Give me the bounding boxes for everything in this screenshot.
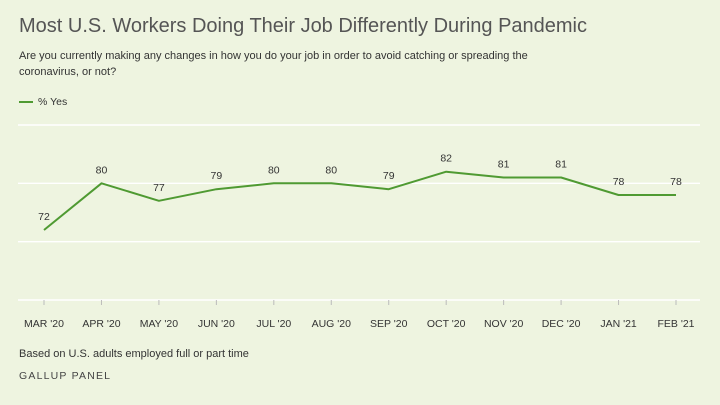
x-tick-label: NOV '20 [484,318,524,330]
chart-title: Most U.S. Workers Doing Their Job Differ… [19,15,587,37]
x-tick-label: AUG '20 [312,318,352,330]
data-label: 79 [383,170,395,182]
legend-swatch-yes [19,101,33,103]
data-label: 80 [325,164,337,176]
data-label: 78 [670,176,682,188]
chart-subtitle: Are you currently making any changes in … [19,50,528,78]
x-tick-label: JAN '21 [600,318,637,330]
data-label: 77 [153,182,165,194]
series-line-yes [43,170,676,231]
legend-label-yes: % Yes [38,96,68,108]
x-axis-ticks: MAR '20 APR '20 MAY '20 JUN '20 JUL '20 AUG '… [24,300,695,330]
data-label: 78 [613,176,625,188]
data-label: 82 [440,153,452,165]
legend: % Yes [19,96,67,108]
source-label: GALLUP PANEL [19,370,112,382]
data-label: 79 [211,170,223,182]
data-labels: 72 80 77 79 80 80 79 82 81 81 78 78 [38,153,682,223]
x-tick-label: MAY '20 [140,318,179,330]
x-tick-label: DEC '20 [542,318,581,330]
data-label: 81 [555,159,567,171]
x-tick-label: OCT '20 [427,318,466,330]
data-label: 72 [38,211,50,223]
x-tick-label: JUL '20 [256,318,291,330]
series-yes [43,170,676,231]
data-label: 80 [96,164,108,176]
data-label: 81 [498,159,510,171]
gridlines [18,124,700,301]
x-tick-label: FEB '21 [657,318,694,330]
x-tick-label: JUN '20 [198,318,235,330]
data-label: 80 [268,164,280,176]
x-tick-label: MAR '20 [24,318,64,330]
x-tick-label: APR '20 [82,318,120,330]
footnote: Based on U.S. adults employed full or pa… [19,348,249,360]
x-tick-label: SEP '20 [370,318,408,330]
